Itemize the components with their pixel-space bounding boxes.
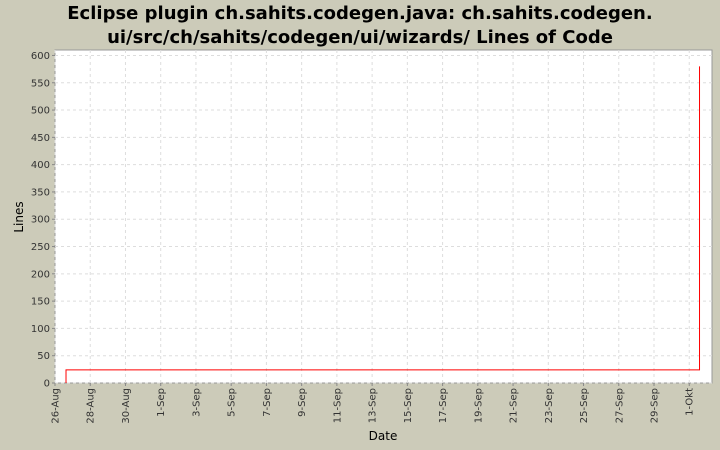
x-tick-label: 13-Sep xyxy=(368,388,379,423)
y-tick-label: 250 xyxy=(31,242,50,253)
x-tick-label: 19-Sep xyxy=(473,388,484,423)
x-tick-label: 17-Sep xyxy=(438,388,449,423)
y-tick-label: 100 xyxy=(31,324,50,335)
x-tick-label: 5-Sep xyxy=(227,388,238,417)
title-line-1: Eclipse plugin ch.sahits.codegen.java: c… xyxy=(67,3,653,24)
plot-area xyxy=(54,49,713,384)
y-tick-label: 400 xyxy=(31,160,50,171)
x-tick-label: 29-Sep xyxy=(650,388,661,423)
chart-title: Eclipse plugin ch.sahits.codegen.java: c… xyxy=(0,2,720,50)
series-line xyxy=(65,66,701,383)
x-tick-label: 11-Sep xyxy=(332,388,343,423)
x-tick-label: 9-Sep xyxy=(297,388,308,417)
x-tick-label: 1-Okt xyxy=(685,388,696,416)
title-line-2: ui/src/ch/sahits/codegen/ui/wizards/ Lin… xyxy=(107,27,613,48)
x-tick-label: 7-Sep xyxy=(262,388,273,417)
y-tick-label: 150 xyxy=(31,297,50,308)
x-tick-label: 3-Sep xyxy=(191,388,202,417)
y-tick-label: 0 xyxy=(44,379,50,390)
y-tick-label: 50 xyxy=(37,351,50,362)
y-axis-label: Lines xyxy=(12,201,26,232)
x-tick-label: 27-Sep xyxy=(614,388,625,423)
x-tick-label: 23-Sep xyxy=(544,388,555,423)
y-tick-label: 450 xyxy=(31,133,50,144)
x-tick-label: 28-Aug xyxy=(86,388,97,424)
x-tick-label: 26-Aug xyxy=(51,388,62,424)
x-tick-label: 25-Sep xyxy=(579,388,590,423)
y-tick-label: 200 xyxy=(31,269,50,280)
y-tick-label: 300 xyxy=(31,215,50,226)
x-tick-label: 21-Sep xyxy=(509,388,520,423)
x-axis-label: Date xyxy=(369,429,398,443)
y-tick-label: 350 xyxy=(31,187,50,198)
y-tick-label: 500 xyxy=(31,106,50,117)
x-tick-label: 30-Aug xyxy=(121,388,132,424)
y-tick-label: 600 xyxy=(31,51,50,62)
y-tick-label: 550 xyxy=(31,78,50,89)
x-tick-label: 1-Sep xyxy=(156,388,167,417)
x-tick-label: 15-Sep xyxy=(403,388,414,423)
